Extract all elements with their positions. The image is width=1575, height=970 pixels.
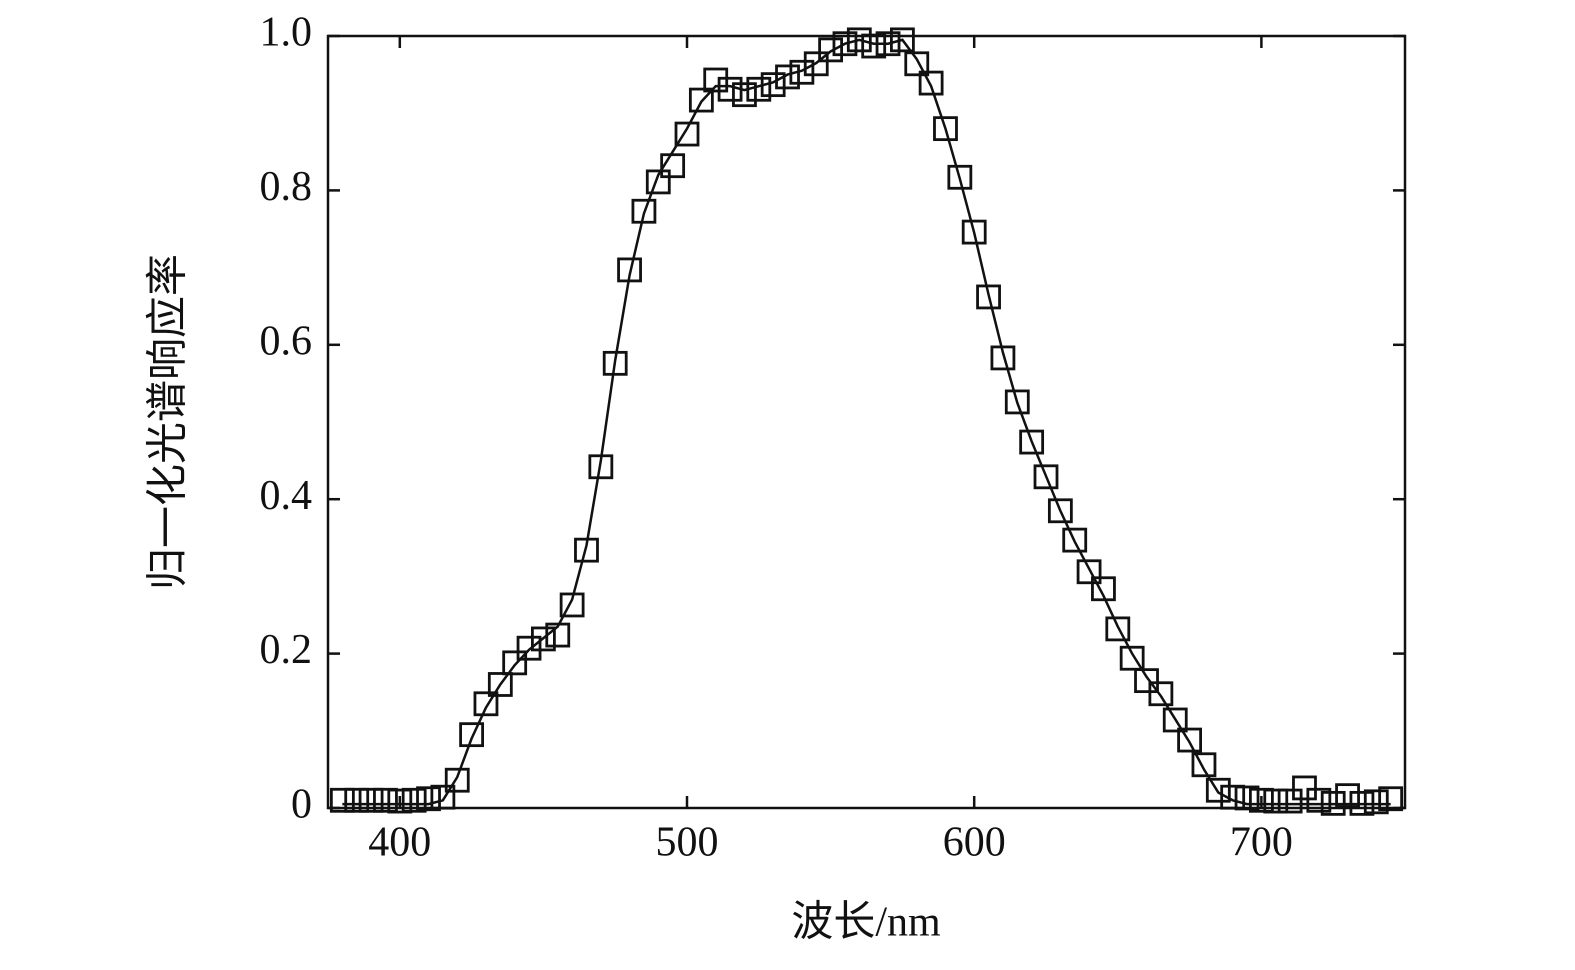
data-marker <box>890 27 915 53</box>
data-marker <box>416 786 441 812</box>
data-marker <box>861 33 887 59</box>
data-marker <box>933 116 958 142</box>
data-marker <box>832 31 858 57</box>
data-marker <box>660 153 686 179</box>
data-marker <box>1062 527 1088 553</box>
y-tick-label: 0.2 <box>260 627 313 673</box>
data-marker <box>1162 707 1188 733</box>
data-marker <box>1076 559 1102 585</box>
data-marker <box>1134 668 1159 694</box>
data-marker <box>918 70 944 96</box>
data-marker <box>531 626 556 652</box>
data-marker <box>645 169 671 195</box>
data-marker <box>516 635 542 661</box>
data-marker <box>487 672 513 697</box>
data-marker <box>990 345 1016 371</box>
data-marker <box>803 51 829 77</box>
data-marker <box>688 87 714 113</box>
data-marker <box>1363 789 1389 815</box>
data-marker <box>1091 576 1116 602</box>
data-marker <box>1033 464 1059 490</box>
x-tick-label: 600 <box>943 820 1006 866</box>
data-marker <box>1220 784 1246 810</box>
data-marker <box>961 219 987 245</box>
y-tick-label: 0 <box>291 782 312 828</box>
data-marker <box>732 82 757 108</box>
data-marker <box>1205 777 1231 803</box>
data-marker <box>444 767 470 793</box>
data-marker <box>373 787 398 813</box>
data-marker <box>344 787 370 813</box>
x-tick-label: 400 <box>368 820 431 866</box>
data-marker <box>631 198 657 224</box>
data-marker <box>559 592 585 618</box>
data-marker <box>358 787 384 813</box>
data-marker <box>401 787 427 813</box>
y-tick-label: 1.0 <box>260 10 313 56</box>
data-marker <box>789 59 815 85</box>
data-marker <box>1306 787 1332 813</box>
data-marker <box>502 650 528 676</box>
data-marker <box>387 788 413 814</box>
data-marker <box>976 284 1001 310</box>
y-tick-label: 0.8 <box>260 164 313 210</box>
x-tick-label: 500 <box>656 820 719 866</box>
data-marker <box>1047 498 1073 524</box>
data-marker <box>1249 787 1274 813</box>
data-marker <box>1004 389 1030 415</box>
data-marker <box>1263 788 1289 814</box>
data-marker <box>1191 752 1217 778</box>
data-marker <box>1277 788 1303 814</box>
fit-line <box>342 38 1391 806</box>
data-marker <box>459 722 485 748</box>
data-marker <box>430 784 456 810</box>
data-marker <box>846 27 872 53</box>
y-tick-label: 0.6 <box>260 318 313 364</box>
data-marker <box>703 67 729 93</box>
data-marker <box>1234 785 1260 811</box>
y-tick-label: 0.4 <box>260 473 313 519</box>
y-axis-label: 归一化光谱响应率 <box>145 254 192 590</box>
data-marker <box>1378 786 1404 812</box>
x-tick-label: 700 <box>1230 820 1293 866</box>
data-marker <box>674 121 700 147</box>
data-marker <box>1119 645 1145 671</box>
data-marker <box>473 691 499 717</box>
data-marker <box>1019 429 1045 455</box>
data-marker <box>329 787 355 813</box>
data-marker <box>947 164 973 190</box>
data-marker <box>904 51 930 77</box>
data-marker <box>1105 616 1131 642</box>
data-marker <box>1335 783 1360 809</box>
data-marker <box>602 350 628 376</box>
x-axis-label: 波长/nm <box>791 900 941 946</box>
data-marker <box>1148 681 1174 707</box>
data-marker <box>1177 727 1202 753</box>
data-marker <box>775 64 800 90</box>
data-marker <box>818 37 843 63</box>
